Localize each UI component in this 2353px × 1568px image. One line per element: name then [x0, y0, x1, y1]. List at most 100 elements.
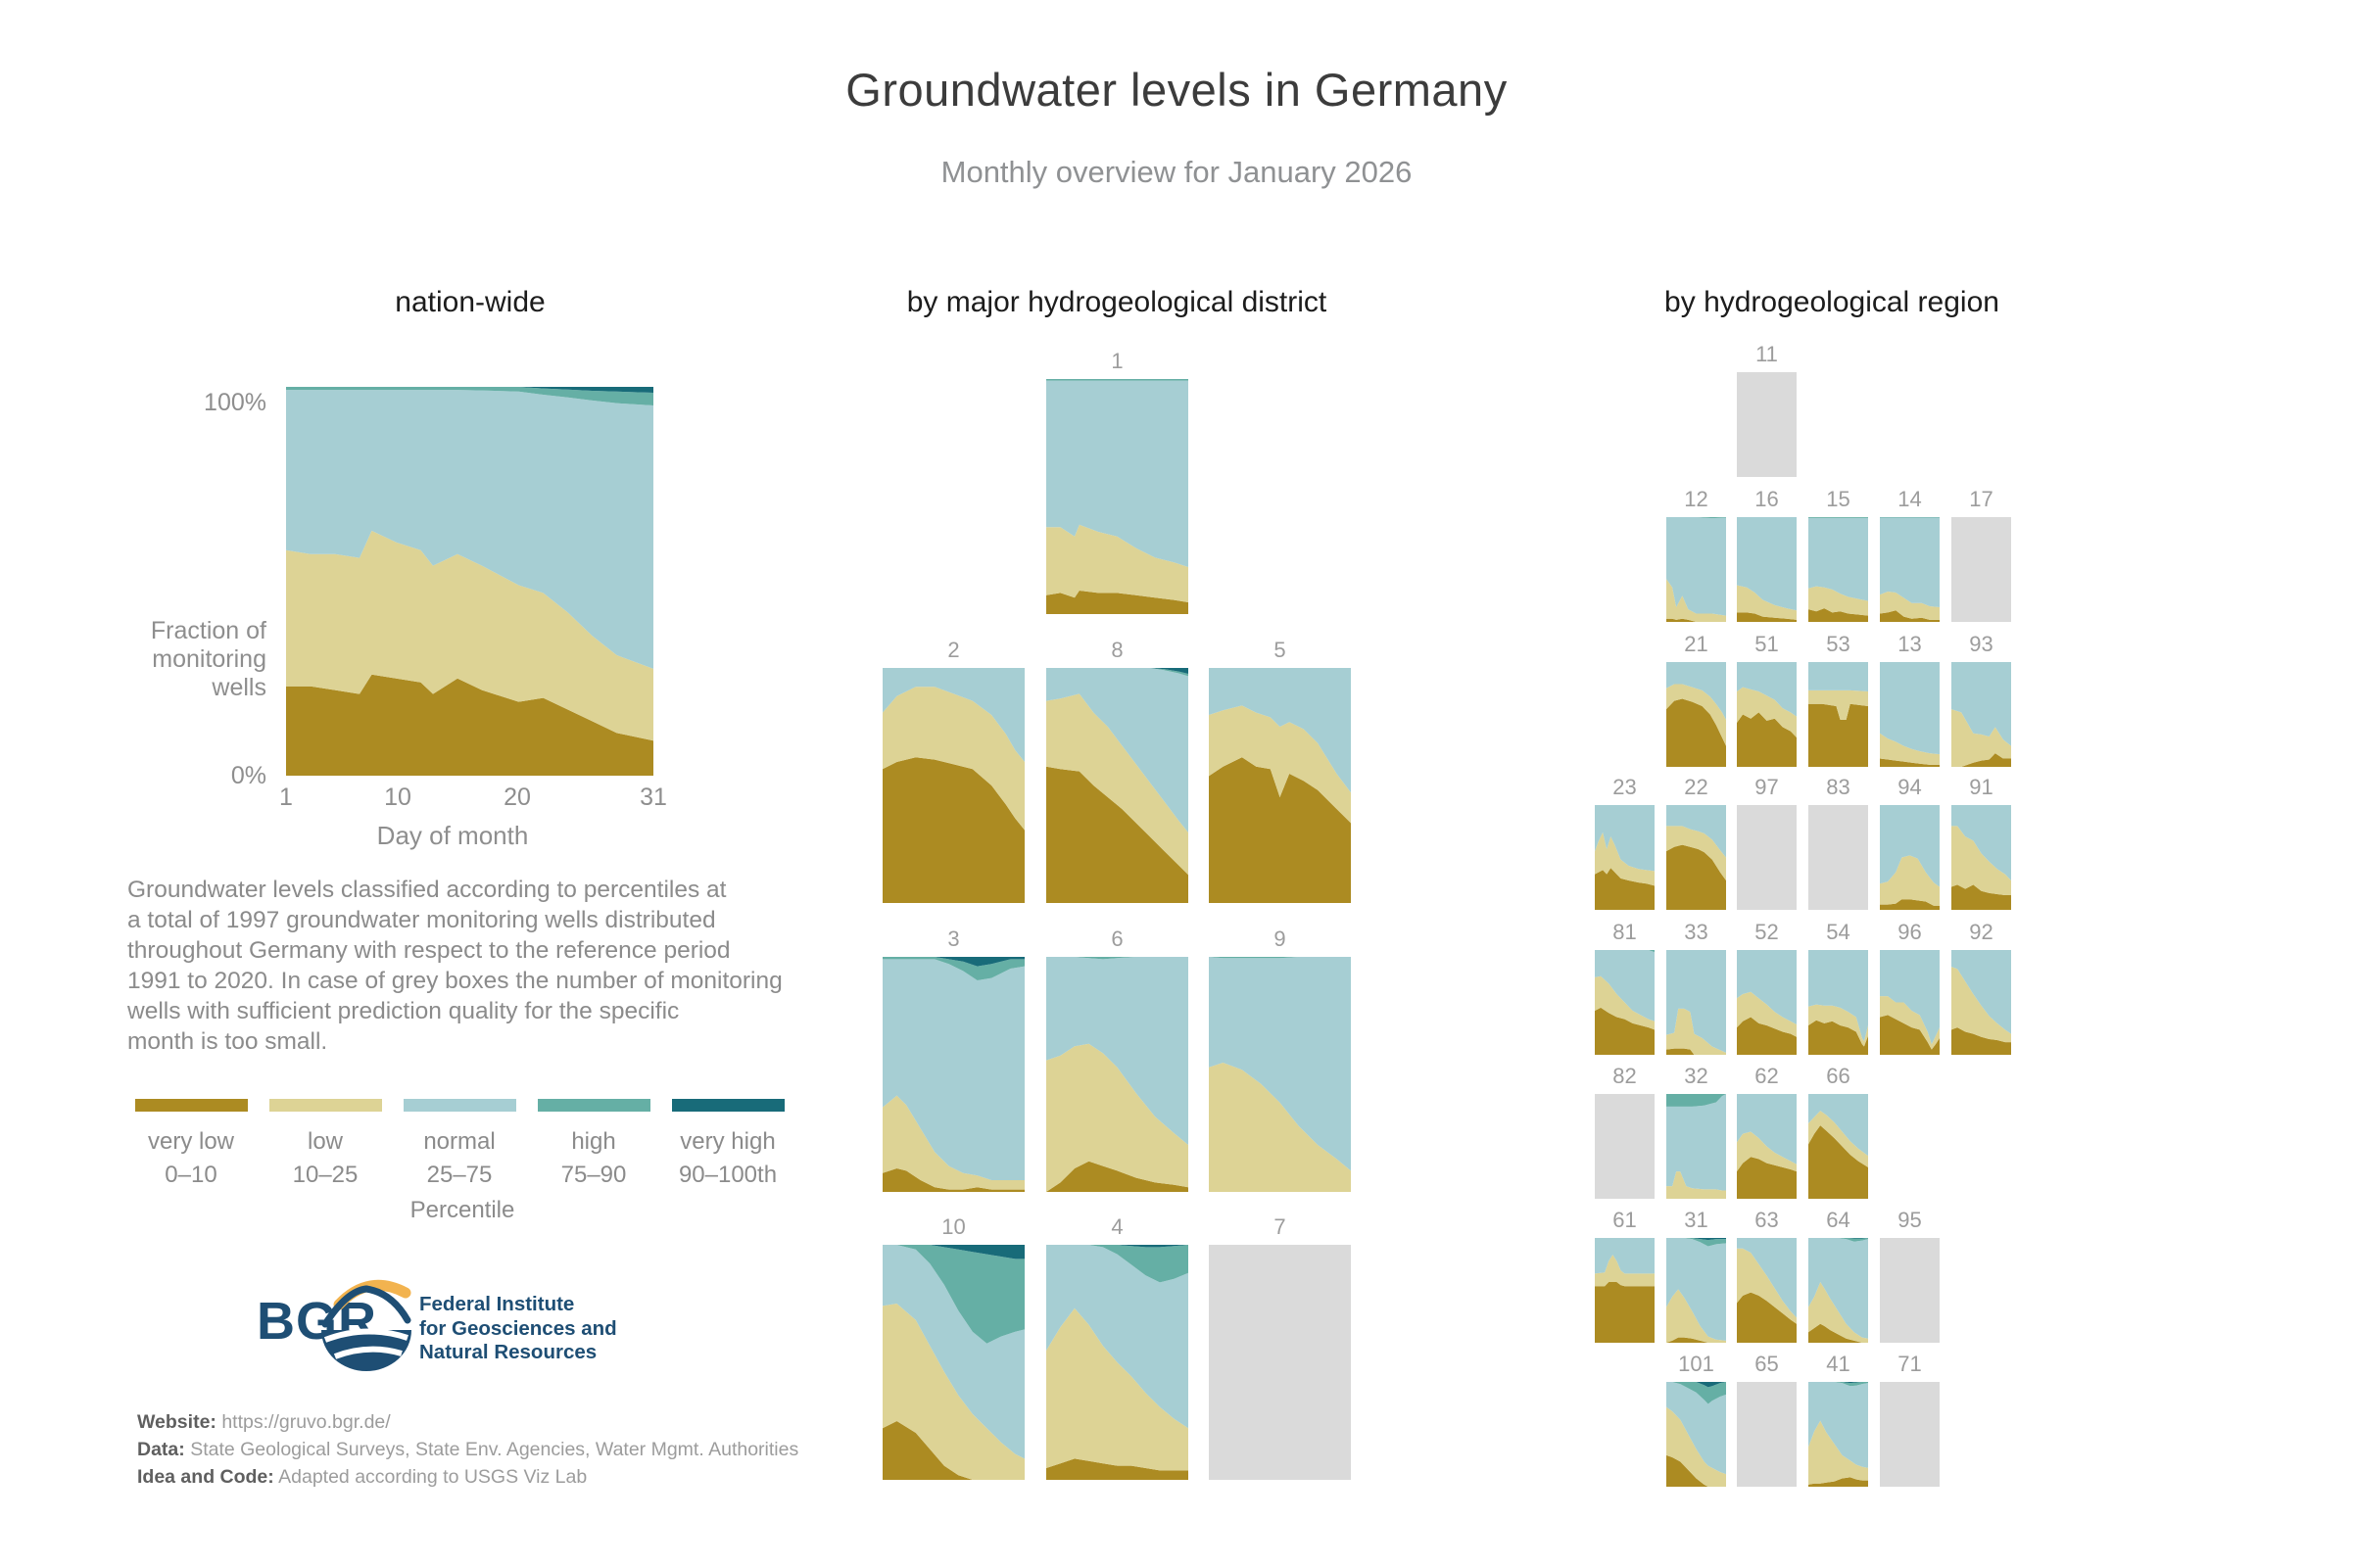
region-cell-15: 15 [1808, 487, 1868, 622]
description-text: Groundwater levels classified according … [127, 877, 783, 1055]
region-cell-83: 83 [1808, 775, 1868, 910]
region-label-31: 31 [1684, 1208, 1708, 1232]
region-cell-33: 33 [1666, 920, 1726, 1055]
district-cell-4: 4 [1046, 1214, 1188, 1480]
district-cell-8: 8 [1046, 638, 1188, 903]
region-cell-13: 13 [1880, 632, 1940, 767]
region-cell-61: 61 [1595, 1208, 1655, 1343]
x-tick-1: 1 [279, 784, 293, 811]
legend-swatch-very-high [672, 1099, 785, 1112]
district-chart-8 [1046, 668, 1188, 903]
district-label-6: 6 [1111, 927, 1124, 951]
district-label-1: 1 [1111, 349, 1124, 373]
region-chart-91 [1951, 805, 2011, 910]
region-chart-15 [1808, 517, 1868, 622]
region-chart-16 [1737, 517, 1797, 622]
footer-website: Website: https://gruvo.bgr.de/ [137, 1411, 391, 1433]
district-chart-1 [1046, 379, 1188, 614]
y-axis-label: Fraction of monitoring wells [150, 617, 266, 701]
region-label-17: 17 [1969, 487, 1993, 511]
region-chart-14 [1880, 517, 1940, 622]
region-cell-14: 14 [1880, 487, 1940, 622]
district-label-4: 4 [1111, 1214, 1124, 1239]
region-chart-93 [1951, 662, 2011, 767]
region-chart-54 [1808, 950, 1868, 1055]
region-label-83: 83 [1826, 775, 1850, 799]
page-subtitle: Monthly overview for January 2026 [940, 155, 1413, 189]
district-chart-3 [883, 957, 1025, 1192]
region-cell-12: 12 [1666, 487, 1726, 622]
district-cell-7: 7 [1209, 1214, 1351, 1480]
panel-header-nation: nation-wide [395, 286, 546, 318]
region-label-101: 101 [1678, 1352, 1714, 1376]
region-chart-41 [1808, 1382, 1868, 1487]
district-chart-5 [1209, 668, 1351, 903]
legend-label: low [307, 1128, 343, 1155]
legend-swatch-low [269, 1099, 382, 1112]
y-tick-0: 0% [230, 762, 266, 789]
region-cell-92: 92 [1951, 920, 2011, 1055]
region-label-65: 65 [1754, 1352, 1779, 1376]
region-cell-96: 96 [1880, 920, 1940, 1055]
region-cell-17: 17 [1951, 487, 2011, 622]
region-no-data-box-82 [1595, 1094, 1655, 1199]
x-tick-10: 10 [384, 784, 411, 811]
region-chart-21 [1666, 662, 1726, 767]
region-no-data-box-17 [1951, 517, 2011, 622]
region-label-71: 71 [1897, 1352, 1922, 1376]
x-axis-label: Day of month [376, 821, 529, 850]
region-chart-81 [1595, 950, 1655, 1055]
legend-swatch-normal [404, 1099, 516, 1112]
region-label-11: 11 [1755, 342, 1778, 366]
district-chart-10 [883, 1245, 1025, 1480]
region-label-82: 82 [1612, 1064, 1637, 1088]
region-label-91: 91 [1969, 775, 1993, 799]
region-chart-62 [1737, 1094, 1797, 1199]
region-label-61: 61 [1612, 1208, 1637, 1232]
footer: Website: https://gruvo.bgr.de/ Data: Sta… [137, 1408, 798, 1491]
district-chart-9 [1209, 957, 1351, 1192]
region-label-96: 96 [1897, 920, 1922, 944]
region-label-21: 21 [1684, 632, 1708, 656]
region-label-93: 93 [1969, 632, 1993, 656]
region-cell-22: 22 [1666, 775, 1726, 910]
legend-label: very low [147, 1128, 235, 1155]
region-chart-51 [1737, 662, 1797, 767]
region-cell-54: 54 [1808, 920, 1868, 1055]
legend-swatch-high [538, 1099, 650, 1112]
region-cell-31: 31 [1666, 1208, 1726, 1343]
district-cell-1: 1 [1046, 349, 1188, 614]
region-chart-52 [1737, 950, 1797, 1055]
region-cell-97: 97 [1737, 775, 1797, 910]
legend-range: 0–10 [165, 1162, 217, 1188]
footer-data: Data: State Geological Surveys, State En… [137, 1439, 799, 1460]
footer-credit: Idea and Code: Adapted according to USGS… [137, 1466, 588, 1488]
region-label-12: 12 [1684, 487, 1708, 511]
region-cell-11: 11 [1737, 342, 1797, 477]
region-label-32: 32 [1684, 1064, 1708, 1088]
district-cell-6: 6 [1046, 927, 1188, 1192]
panel-header-region: by hydrogeological region [1664, 286, 1999, 318]
region-cell-53: 53 [1808, 632, 1868, 767]
region-chart-33 [1666, 950, 1726, 1055]
region-label-15: 15 [1826, 487, 1850, 511]
region-chart-32 [1666, 1094, 1726, 1199]
region-label-95: 95 [1897, 1208, 1922, 1232]
region-no-data-box-95 [1880, 1238, 1940, 1343]
region-label-14: 14 [1897, 487, 1922, 511]
region-label-62: 62 [1754, 1064, 1779, 1088]
region-cell-64: 64 [1808, 1208, 1868, 1343]
x-tick-20: 20 [504, 784, 531, 811]
region-chart-13 [1880, 662, 1940, 767]
region-cell-51: 51 [1737, 632, 1797, 767]
region-cell-21: 21 [1666, 632, 1726, 767]
region-cell-93: 93 [1951, 632, 2011, 767]
region-cell-41: 41 [1808, 1352, 1868, 1487]
legend-title: Percentile [409, 1197, 515, 1223]
district-chart-6 [1046, 957, 1188, 1192]
region-no-data-box-97 [1737, 805, 1797, 910]
region-label-22: 22 [1684, 775, 1708, 799]
legend-label: high [571, 1128, 616, 1155]
nation-wide-area-chart [286, 387, 653, 776]
